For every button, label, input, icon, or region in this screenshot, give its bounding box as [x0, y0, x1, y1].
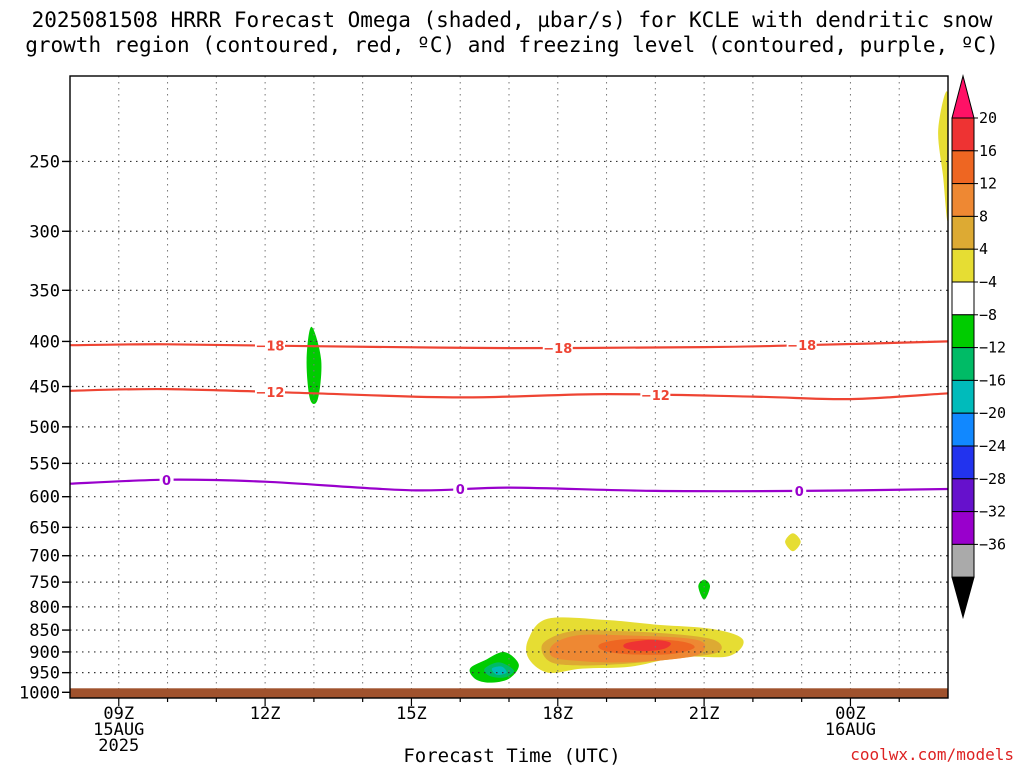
y-tick-label-250: 250 [29, 152, 60, 172]
contour-label-0-0: −18 [255, 340, 284, 355]
x-tick-label-9-2: 2025 [98, 736, 139, 756]
omega-region-2 [785, 533, 801, 552]
y-tick-label-900: 900 [29, 643, 60, 663]
omega-region-3 [698, 579, 710, 600]
colorbar-label-1: 16 [979, 142, 997, 160]
colorbar-box-7 [951, 347, 975, 381]
y-tick-label-650: 650 [29, 518, 60, 538]
y-tick-label-300: 300 [29, 222, 60, 242]
chart-title: 2025081508 HRRR Forecast Omega (shaded, … [25, 8, 999, 57]
contour-label-0-1: −18 [543, 342, 572, 357]
colorbar-label-12: −32 [979, 503, 1006, 521]
colorbar-label-11: −28 [979, 470, 1006, 488]
omega-region-8 [623, 639, 671, 652]
y-tick-label-700: 700 [29, 547, 60, 567]
x-tick-label-18-0: 18Z [542, 704, 573, 724]
contour-label-bg [786, 337, 817, 354]
colorbar-box-0 [951, 117, 975, 152]
colorbar-box-12 [951, 511, 975, 545]
contour-label-2-0: 0 [162, 474, 171, 489]
ground-fill [70, 688, 948, 698]
contour-label-bg [542, 339, 573, 356]
colorbar-box-8 [951, 379, 975, 414]
contour-label-2-1: 0 [456, 483, 465, 498]
colorbar-box-10 [951, 445, 975, 480]
colorbar-label-7: −12 [979, 339, 1006, 357]
colorbar-box-6 [951, 314, 975, 349]
colorbar-top-triangle [951, 74, 975, 119]
y-tick-label-500: 500 [29, 418, 60, 438]
colorbar-box-9 [951, 412, 975, 447]
colorbar-box-4 [951, 248, 975, 283]
x-tick-label-21-0: 21Z [689, 704, 720, 724]
colorbar-box-13 [951, 543, 975, 578]
y-tick-label-750: 750 [29, 573, 60, 593]
colorbar-label-5: −4 [979, 273, 997, 291]
contour-label-bg [640, 386, 671, 403]
colorbar-label-8: −16 [979, 371, 1006, 389]
omega-region-0 [938, 91, 948, 221]
y-tick-label-800: 800 [29, 598, 60, 618]
x-tick-label-12-0: 12Z [250, 704, 281, 724]
y-tick-label-550: 550 [29, 454, 60, 474]
colorbar-label-0: 20 [979, 109, 997, 127]
x-axis-label: Forecast Time (UTC) [403, 745, 621, 767]
contour-label-1-0: −12 [255, 386, 284, 401]
contour-label-bg [792, 482, 807, 499]
colorbar-label-3: 8 [979, 207, 988, 225]
y-tick-label-850: 850 [29, 621, 60, 641]
contour-label-bg [159, 471, 174, 488]
x-tick-label-9-1: 15AUG [93, 720, 144, 740]
colorbar-label-4: 4 [979, 240, 988, 258]
colorbar-box-3 [951, 215, 975, 250]
dendritic-contour-1 [70, 387, 948, 401]
colorbar-box-1 [951, 150, 975, 185]
y-tick-label-600: 600 [29, 488, 60, 508]
contour-label-bg [254, 384, 285, 401]
y-tick-label-1000: 1000 [19, 683, 60, 703]
y-tick-label-350: 350 [29, 281, 60, 301]
colorbar-label-2: 12 [979, 175, 997, 193]
colorbar-bottom-triangle [951, 576, 975, 620]
y-tick-label-450: 450 [29, 378, 60, 398]
watermark: coolwx.com/models [850, 745, 1014, 764]
contour-label-bg [453, 480, 468, 497]
x-tick-label-9-0: 09Z [103, 704, 134, 724]
colorbar-box-11 [951, 478, 975, 513]
y-tick-label-950: 950 [29, 664, 60, 684]
contour-label-0-2: −18 [787, 339, 816, 354]
colorbar-box-5 [951, 281, 975, 316]
contour-label-2-2: 0 [795, 485, 804, 500]
colorbar-label-6: −8 [979, 306, 997, 324]
colorbar-label-10: −24 [979, 437, 1006, 455]
contour-label-1-1: −12 [641, 389, 670, 404]
colorbar-label-9: −20 [979, 404, 1006, 422]
colorbar-box-2 [951, 183, 975, 217]
y-tick-label-400: 400 [29, 332, 60, 352]
colorbar-label-13: −36 [979, 535, 1006, 553]
contour-label-bg [254, 337, 285, 354]
x-tick-label-24-1: 16AUG [825, 720, 876, 740]
x-tick-label-15-0: 15Z [396, 704, 427, 724]
x-tick-label-24-0: 00Z [835, 704, 866, 724]
